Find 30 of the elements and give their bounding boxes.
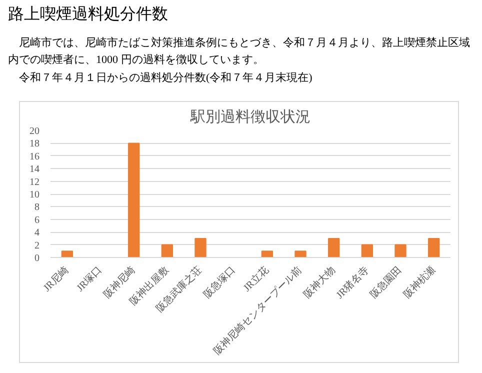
bar (328, 238, 340, 258)
y-tick-label: 10 (30, 190, 40, 200)
x-tick-label: 阪神杭瀬 (400, 264, 438, 301)
text: 令和７年４月１日からの過料処分件数(令和７年４月末現在) (18, 70, 314, 86)
y-tick-label: 12 (30, 176, 40, 188)
y-tick-label: 6 (34, 214, 40, 226)
bar (261, 250, 273, 258)
bar (361, 244, 373, 258)
y-tick-label: 18 (30, 138, 40, 150)
x-tick-label: JR尼崎 (40, 264, 72, 294)
x-tick-label: 阪急塚口 (200, 264, 238, 301)
y-tick-label: 14 (30, 164, 40, 176)
bar (394, 244, 406, 258)
y-tick-label: 0 (34, 253, 40, 264)
chart-title: 駅別過料徴収状況 (190, 108, 310, 126)
bar (61, 250, 73, 258)
x-tick-label: JR立花 (240, 264, 272, 294)
y-tick-label: 8 (34, 202, 40, 214)
y-tick-label: 4 (34, 228, 40, 239)
bar (161, 244, 173, 258)
bar (128, 142, 140, 258)
text: 路上喫煙過料処分件数 (8, 4, 169, 25)
bar (294, 250, 306, 258)
y-tick-label: 16 (30, 151, 40, 162)
text: 尼崎市では、尼崎市たばこ対策推進条例にもとづき、令和７月４月より、路上喫煙禁止区域内での喫煙者に、1000 円の過料を徴収しています。 (8, 36, 470, 68)
bar (194, 238, 206, 258)
x-tick-label: 阪神大物 (300, 264, 338, 301)
y-tick-label: 2 (34, 240, 40, 252)
y-tick-label: 20 (30, 126, 40, 137)
bar (428, 238, 440, 258)
